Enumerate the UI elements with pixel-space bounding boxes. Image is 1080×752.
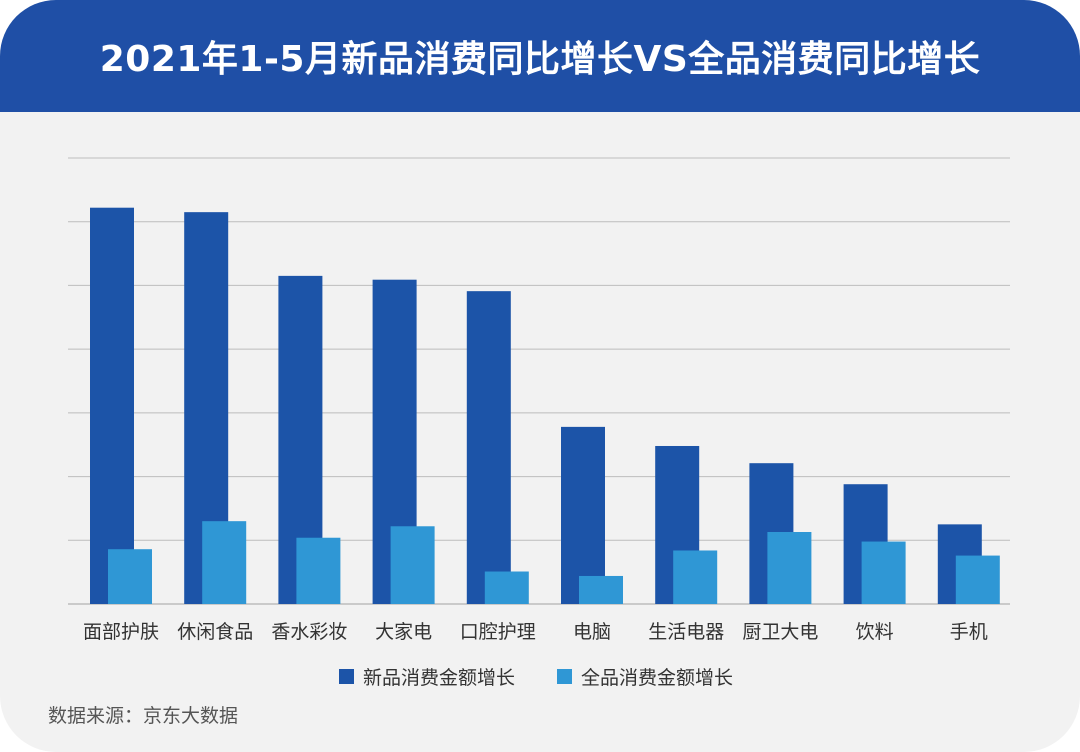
x-tick-label: 手机: [950, 621, 988, 643]
x-tick-label: 电脑: [573, 621, 611, 643]
x-tick-label: 生活电器: [648, 621, 724, 643]
bar-all-product-growth: [202, 521, 247, 604]
x-tick-label: 香水彩妆: [271, 621, 347, 643]
bar-all-product-growth: [861, 541, 906, 604]
legend-label: 新品消费金额增长: [363, 667, 515, 689]
title-bar: 2021年1-5月新品消费同比增长VS全品消费同比增长: [0, 0, 1080, 112]
bars: [90, 207, 1000, 604]
chart-title: 2021年1-5月新品消费同比增长VS全品消费同比增长: [99, 39, 981, 80]
bar-new-product-growth: [90, 207, 134, 604]
x-axis-labels: 面部护肤 休闲食品 香水彩妆 大家电 口腔护理 电脑 生活电器 厨卫大电 饮料 手机: [83, 621, 988, 643]
bar-all-product-growth: [296, 537, 341, 604]
bar-new-product-growth: [561, 426, 605, 604]
legend: 新品消费金额增长 全品消费金额增长: [339, 667, 733, 689]
x-tick-label: 面部护肤: [83, 621, 159, 643]
legend-swatch: [339, 669, 354, 684]
x-tick-label: 休闲食品: [177, 621, 253, 643]
bar-all-product-growth: [673, 550, 718, 604]
bar-all-product-growth: [955, 555, 1000, 604]
x-tick-label: 厨卫大电: [742, 621, 818, 643]
bar-all-product-growth: [767, 532, 812, 604]
legend-swatch: [557, 669, 572, 684]
bar-chart: 面部护肤 休闲食品 香水彩妆 大家电 口腔护理 电脑 生活电器 厨卫大电 饮料 手机 新品消费金额…: [68, 157, 1010, 689]
x-tick-label: 口腔护理: [460, 621, 536, 643]
bar-all-product-growth: [390, 526, 435, 604]
data-source-note: 数据来源：京东大数据: [48, 705, 239, 727]
bar-all-product-growth: [579, 575, 623, 604]
x-tick-label: 大家电: [375, 621, 432, 643]
bar-all-product-growth: [108, 549, 152, 604]
x-tick-label: 饮料: [856, 621, 894, 643]
bar-all-product-growth: [484, 571, 529, 604]
legend-label: 全品消费金额增长: [581, 667, 733, 689]
bar-new-product-growth: [466, 291, 511, 604]
